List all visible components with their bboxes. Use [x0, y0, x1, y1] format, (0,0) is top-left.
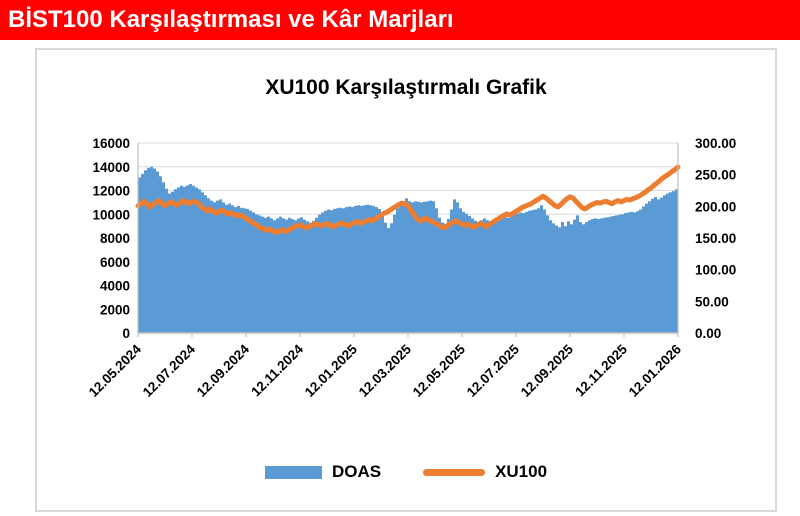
x-axis-tick-label: 12.11.2024	[248, 341, 306, 399]
left-axis-tick-label: 6000	[100, 255, 130, 270]
legend-item-xu100[interactable]: XU100	[423, 462, 547, 482]
right-axis-tick-label: 150.00	[695, 231, 736, 246]
right-axis-tick-label: 0.00	[695, 326, 721, 341]
page-header: BİST100 Karşılaştırması ve Kâr Marjları	[0, 0, 800, 40]
right-axis-tick-label: 100.00	[695, 263, 736, 278]
chart-plot-area: 16000 14000 12000 10000 8000 6000 4000 2000 0 300…	[86, 136, 737, 400]
left-axis-tick-label: 12000	[92, 184, 130, 199]
x-axis-tick-label: 12.05.2024	[86, 341, 145, 400]
right-axis-tick-label: 250.00	[695, 168, 736, 183]
legend-label: DOAS	[331, 462, 382, 481]
x-axis-tick-label: 12.09.2025	[518, 341, 577, 400]
x-axis-tick-label: 12.11.2025	[572, 341, 630, 399]
x-axis-tick-label: 12.07.2025	[464, 341, 523, 400]
left-axis-tick-label: 16000	[92, 136, 130, 151]
doas-area-series	[138, 166, 678, 333]
x-axis-tick-label: 12.09.2024	[194, 341, 253, 400]
x-axis-tick-label: 12.03.2025	[356, 341, 415, 400]
right-axis-tick-label: 300.00	[695, 136, 736, 151]
left-axis-tick-label: 2000	[100, 302, 130, 317]
x-axis-tick-label: 12.05.2025	[410, 341, 469, 400]
left-axis-tick-label: 4000	[100, 279, 130, 294]
right-axis-tick-label: 200.00	[695, 199, 736, 214]
x-axis-tick-label: 12.01.2026	[626, 341, 685, 400]
right-axis-tick-label: 50.00	[695, 294, 729, 309]
left-axis-tick-label: 14000	[92, 160, 130, 175]
legend-label: XU100	[495, 462, 548, 481]
left-axis-tick-label: 0	[122, 326, 130, 341]
x-axis-tick-label: 12.01.2025	[302, 341, 361, 400]
xu100-line-series	[135, 164, 681, 235]
xu100-legend-swatch	[423, 468, 486, 476]
page-title: BİST100 Karşılaştırması ve Kâr Marjları	[8, 6, 454, 33]
left-axis-tick-label: 8000	[100, 231, 130, 246]
doas-legend-swatch	[264, 465, 322, 479]
legend-item-doas[interactable]: DOAS	[264, 462, 382, 482]
left-axis-tick-label: 10000	[92, 207, 130, 222]
chart-title: XU100 Karşılaştırmalı Grafik	[265, 76, 547, 99]
x-axis-tick-label: 12.07.2024	[140, 341, 199, 400]
chart-container: XU100 Karşılaştırmalı Grafik 16000 14000 1…	[35, 48, 777, 512]
legend: DOAS XU100	[37, 462, 775, 482]
